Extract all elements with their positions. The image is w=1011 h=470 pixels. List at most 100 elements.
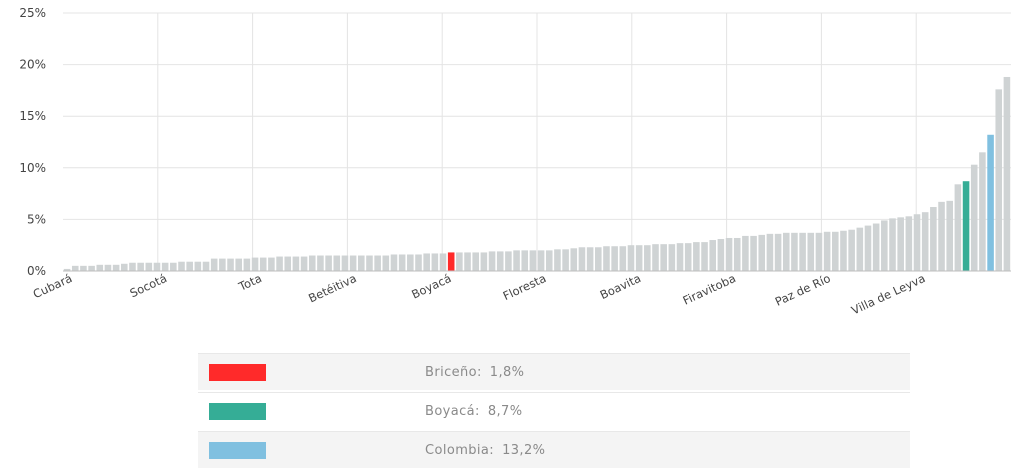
bar	[178, 261, 185, 271]
bar	[881, 220, 888, 271]
x-tick-label: Betéitiva	[306, 271, 358, 305]
bar	[782, 232, 790, 271]
bar	[423, 253, 430, 271]
bar	[398, 254, 406, 271]
bar	[766, 233, 774, 271]
bar	[104, 264, 112, 271]
x-tick-label: Villa de Leyva	[849, 271, 927, 317]
bar	[595, 247, 602, 271]
bar	[63, 268, 71, 271]
bar	[521, 250, 529, 271]
bar	[480, 252, 488, 271]
bar	[382, 255, 390, 271]
x-tick-label: Boyacá	[409, 271, 453, 302]
bar	[742, 235, 749, 271]
bar	[864, 225, 872, 271]
bar	[635, 245, 643, 271]
bar	[815, 232, 823, 271]
bar	[341, 255, 349, 271]
bar	[308, 255, 316, 271]
bar	[905, 216, 913, 271]
bar-highlighted	[962, 181, 970, 271]
bar	[284, 256, 292, 271]
bar	[300, 256, 308, 271]
bar	[701, 242, 708, 271]
bar	[586, 247, 594, 271]
bar	[938, 201, 945, 271]
bar	[407, 254, 414, 271]
legend-value: 8,7%	[487, 403, 523, 419]
bar	[415, 254, 422, 271]
y-tick-label: 25%	[19, 6, 46, 20]
legend-value: 1,8%	[489, 364, 525, 380]
bar	[202, 261, 210, 271]
bar	[652, 244, 659, 271]
bar	[603, 246, 610, 271]
bar	[194, 261, 202, 271]
bar	[488, 251, 496, 271]
y-axis-ticks: 0% 5% 10% 15% 20% 25%	[19, 6, 46, 278]
bar	[227, 258, 234, 271]
legend-swatch-red	[209, 363, 266, 381]
legend-label: Briceño:	[425, 364, 482, 380]
legend-swatch-blue	[209, 441, 266, 459]
bar-chart: 0%5%10%15%20%25% Cubará Socotá Tota Betéiti…	[19, 6, 1011, 317]
bar	[537, 250, 545, 271]
legend-item-boyaca: Boyacá: 8,7%	[198, 392, 910, 429]
bar	[545, 250, 553, 271]
x-tick-label: Floresta	[501, 271, 549, 303]
bar	[709, 240, 716, 271]
bar	[823, 231, 831, 271]
bar	[243, 258, 251, 271]
bar	[88, 265, 95, 271]
bar	[693, 242, 700, 271]
bar	[660, 244, 667, 271]
bar	[210, 258, 218, 271]
bar	[153, 262, 161, 271]
bar	[161, 262, 169, 271]
bar	[71, 265, 79, 271]
bar	[684, 243, 692, 271]
bar	[317, 255, 324, 271]
bar	[913, 214, 921, 271]
x-tick-label: Socotá	[128, 271, 170, 300]
bar	[733, 237, 741, 271]
legend-item-briceno: Briceño: 1,8%	[198, 353, 910, 390]
y-tick-label: 0%	[27, 264, 46, 278]
bar	[170, 262, 177, 271]
bar	[251, 257, 259, 271]
bar	[112, 264, 120, 271]
bar	[872, 223, 880, 271]
bars	[63, 76, 1011, 271]
x-tick-label: Paz de Río	[773, 271, 833, 309]
bar	[799, 232, 806, 271]
bar	[930, 207, 937, 271]
legend-label: Colombia:	[425, 442, 495, 458]
bar	[129, 262, 136, 271]
bar	[472, 252, 479, 271]
bar	[832, 231, 839, 271]
bar	[496, 251, 504, 271]
bar	[954, 184, 962, 271]
bar	[374, 255, 381, 271]
bar	[807, 232, 815, 271]
bar	[562, 249, 569, 271]
bar	[505, 251, 512, 271]
bar	[513, 250, 520, 271]
legend: Briceño: 1,8% Boyacá: 8,7% Colombia: 13,…	[198, 353, 910, 470]
bar	[979, 152, 986, 271]
bar	[921, 212, 929, 271]
bar	[644, 245, 651, 271]
legend-item-colombia: Colombia: 13,2%	[198, 431, 910, 468]
bar	[995, 89, 1003, 271]
bar	[750, 235, 757, 271]
bar	[529, 250, 537, 271]
bar	[96, 264, 104, 271]
bar	[725, 237, 733, 271]
bar	[627, 245, 635, 271]
bar	[186, 261, 193, 271]
bar	[292, 256, 300, 271]
bar	[390, 254, 398, 271]
bar	[676, 243, 684, 271]
bar	[80, 265, 87, 271]
